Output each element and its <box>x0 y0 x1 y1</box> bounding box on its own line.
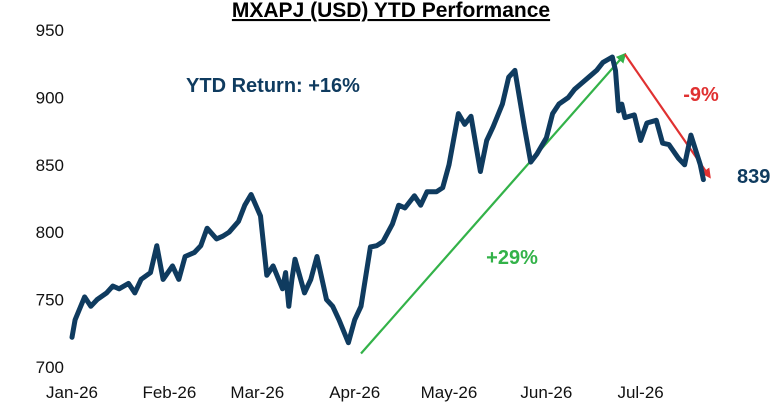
x-tick-label: Mar-26 <box>230 383 284 402</box>
y-tick-label: 850 <box>36 156 64 175</box>
chart-title: MXAPJ (USD) YTD Performance <box>232 0 550 22</box>
ytd-return-label: YTD Return: +16% <box>186 75 360 97</box>
y-tick-label: 750 <box>36 291 64 310</box>
up-move-label: +29% <box>486 247 538 269</box>
last-value-label: 839 <box>737 166 770 188</box>
y-axis: 700 750 800 850 900 950 <box>36 21 64 377</box>
down-move-label: -9% <box>683 84 719 106</box>
x-tick-label: Feb-26 <box>142 383 196 402</box>
y-tick-label: 950 <box>36 21 64 40</box>
y-tick-label: 700 <box>36 358 64 377</box>
x-tick-label: May-26 <box>421 383 478 402</box>
x-tick-label: Jun-26 <box>520 383 572 402</box>
series-line <box>69 54 706 346</box>
x-tick-label: Jul-26 <box>617 383 663 402</box>
y-tick-label: 800 <box>36 223 64 242</box>
x-tick-label: Jan-26 <box>46 383 98 402</box>
x-tick-label: Apr-26 <box>329 383 380 402</box>
up-trend-arrow <box>360 52 627 355</box>
x-axis: Jan-26 Feb-26 Mar-26 Apr-26 May-26 Jun-26 Jul-… <box>46 383 664 402</box>
y-tick-label: 900 <box>36 88 64 107</box>
